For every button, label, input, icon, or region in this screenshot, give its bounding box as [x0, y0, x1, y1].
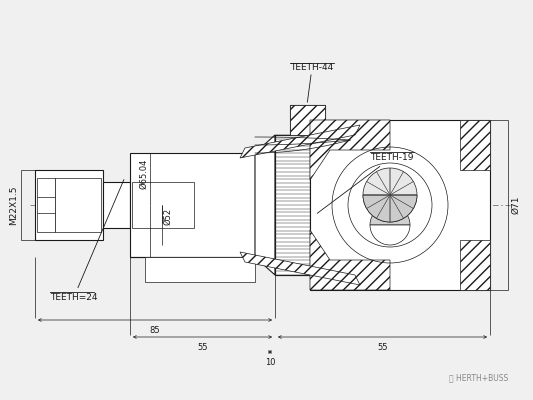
Bar: [290, 105, 325, 135]
Bar: [37, 178, 55, 232]
Circle shape: [363, 168, 417, 222]
Wedge shape: [370, 225, 410, 245]
Bar: [275, 135, 310, 275]
Polygon shape: [310, 120, 390, 180]
Bar: [145, 257, 255, 282]
Text: TEETH=24: TEETH=24: [50, 180, 124, 302]
Wedge shape: [370, 205, 410, 225]
Text: 85: 85: [150, 326, 160, 335]
Text: 55: 55: [197, 343, 208, 352]
Bar: [130, 153, 255, 257]
Polygon shape: [460, 120, 490, 170]
Bar: [290, 105, 325, 135]
Bar: [132, 182, 194, 228]
Polygon shape: [240, 125, 360, 158]
Polygon shape: [240, 252, 360, 285]
Text: 10: 10: [265, 358, 275, 367]
Bar: [310, 120, 490, 290]
Text: TEETH-19: TEETH-19: [317, 153, 414, 213]
Text: M22X1.5: M22X1.5: [9, 185, 18, 225]
Wedge shape: [363, 195, 417, 222]
Bar: [35, 170, 103, 240]
Bar: [103, 182, 130, 228]
Polygon shape: [255, 135, 275, 275]
Text: Ⓟ HERTH+BUSS: Ⓟ HERTH+BUSS: [449, 373, 508, 382]
Bar: [55, 178, 101, 232]
Polygon shape: [310, 230, 390, 290]
Polygon shape: [460, 240, 490, 290]
Text: Ø71: Ø71: [511, 196, 520, 214]
Text: Ø52: Ø52: [163, 208, 172, 225]
Text: TEETH-44: TEETH-44: [290, 63, 334, 102]
Text: Ø65.04: Ø65.04: [139, 159, 148, 189]
Text: 55: 55: [377, 343, 387, 352]
